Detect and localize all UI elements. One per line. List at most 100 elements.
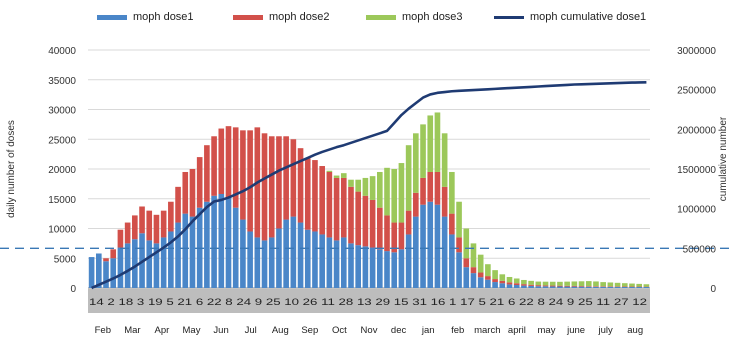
bar-moph-dose1 xyxy=(535,286,542,288)
bar-moph-dose2 xyxy=(413,192,419,217)
bar-moph-dose3 xyxy=(405,145,412,211)
month-label: Sep xyxy=(301,325,318,336)
month-label: march xyxy=(474,325,500,336)
left-tick-label: 25000 xyxy=(48,135,76,146)
bar-moph-dose3 xyxy=(434,112,441,172)
bar-moph-dose3 xyxy=(600,282,606,287)
bar-moph-dose3 xyxy=(456,201,462,238)
month-label: feb xyxy=(451,325,464,336)
bar-moph-dose2 xyxy=(506,282,513,285)
bar-moph-dose3 xyxy=(521,279,527,285)
month-label: Aug xyxy=(272,325,289,336)
bar-moph-dose1 xyxy=(240,219,246,288)
bar-moph-dose1 xyxy=(643,286,650,288)
bar-moph-dose1 xyxy=(499,283,506,288)
bar-moph-dose3 xyxy=(614,282,621,287)
bar-moph-dose3 xyxy=(427,115,434,172)
left-tick-label: 40000 xyxy=(48,46,76,57)
bar-moph-dose1 xyxy=(146,240,153,288)
bar-moph-dose1 xyxy=(232,207,239,288)
bar-moph-dose2 xyxy=(521,284,527,286)
bar-moph-dose2 xyxy=(362,195,369,247)
bar-moph-dose1 xyxy=(434,204,441,288)
left-tick-label: 15000 xyxy=(48,195,76,206)
month-label: may xyxy=(538,325,556,336)
chart-legend: moph dose1 moph dose2 moph dose3 moph cu… xyxy=(0,9,733,29)
bar-moph-dose1 xyxy=(261,240,268,288)
bar-moph-dose2 xyxy=(513,283,520,286)
bar-moph-dose1 xyxy=(614,286,621,288)
bar-moph-dose2 xyxy=(600,286,606,287)
bar-moph-dose2 xyxy=(168,201,174,232)
left-tick-label: 30000 xyxy=(48,106,76,117)
bar-moph-dose1 xyxy=(485,279,491,288)
bar-moph-dose1 xyxy=(456,252,462,288)
bar-moph-dose2 xyxy=(449,213,455,235)
bar-moph-dose1 xyxy=(340,237,347,288)
bar-moph-dose2 xyxy=(160,210,167,238)
right-tick-label: 2500000 xyxy=(677,86,716,97)
bar-moph-dose1 xyxy=(427,201,434,288)
bar-moph-dose1 xyxy=(247,231,253,288)
month-label: Feb xyxy=(95,325,111,336)
bar-moph-dose2 xyxy=(398,222,405,250)
legend-label-dose2: moph dose2 xyxy=(269,11,330,23)
bar-moph-dose2 xyxy=(593,286,599,287)
legend-label-dose1: moph dose1 xyxy=(133,11,194,23)
bar-moph-dose1 xyxy=(593,286,599,288)
bar-moph-dose2 xyxy=(124,222,131,244)
bar-moph-dose2 xyxy=(297,148,304,223)
bar-moph-dose3 xyxy=(607,282,614,287)
bar-moph-dose1 xyxy=(132,239,138,288)
month-label: jan xyxy=(421,325,435,336)
bar-moph-dose2 xyxy=(196,157,203,208)
bar-moph-dose3 xyxy=(542,281,549,286)
bar-moph-dose2 xyxy=(549,285,556,287)
bar-moph-dose2 xyxy=(261,133,268,241)
bar-moph-dose2 xyxy=(571,285,578,287)
right-tick-label: 0 xyxy=(710,284,716,295)
legend-swatch-dose2 xyxy=(233,15,263,20)
bar-moph-dose1 xyxy=(355,245,361,288)
bar-moph-dose2 xyxy=(225,126,232,198)
month-label: Oct xyxy=(332,325,347,336)
month-label: aug xyxy=(627,325,643,336)
bar-moph-dose1 xyxy=(621,286,628,288)
bar-moph-dose2 xyxy=(232,127,239,208)
bar-moph-dose1 xyxy=(168,231,174,288)
right-tick-label: 500000 xyxy=(683,244,717,255)
bar-moph-dose1 xyxy=(96,253,102,288)
bar-moph-dose3 xyxy=(492,270,498,280)
bar-moph-dose1 xyxy=(549,286,556,288)
left-tick-label: 10000 xyxy=(48,225,76,236)
bar-moph-dose1 xyxy=(398,249,405,288)
bar-moph-dose3 xyxy=(621,283,628,287)
bar-moph-dose1 xyxy=(607,286,614,288)
y-axis-title-right: cumulative number xyxy=(718,116,729,201)
bar-moph-dose1 xyxy=(297,222,304,288)
bar-moph-dose2 xyxy=(477,272,484,278)
bar-moph-dose2 xyxy=(470,267,477,274)
bar-moph-dose1 xyxy=(283,219,289,288)
bar-moph-dose2 xyxy=(117,229,124,248)
bar-moph-dose2 xyxy=(384,215,390,252)
bar-moph-dose2 xyxy=(204,145,210,202)
bar-moph-dose3 xyxy=(377,171,383,208)
cumulative-line xyxy=(91,80,647,290)
bar-moph-dose3 xyxy=(557,281,563,286)
bar-moph-dose3 xyxy=(333,175,340,178)
bar-moph-dose1 xyxy=(384,251,390,288)
bar-moph-dose2 xyxy=(290,139,297,217)
bar-moph-dose1 xyxy=(326,237,333,288)
x-axis-band xyxy=(88,289,650,313)
month-label: Jun xyxy=(213,325,228,336)
bar-moph-dose3 xyxy=(535,281,542,286)
bar-moph-dose1 xyxy=(103,261,109,288)
bar-moph-dose2 xyxy=(578,286,585,287)
bar-moph-dose2 xyxy=(485,276,491,280)
bar-moph-dose3 xyxy=(528,280,534,285)
right-tick-label: 3000000 xyxy=(677,46,716,57)
bar-moph-dose1 xyxy=(420,204,426,288)
bar-moph-dose2 xyxy=(585,286,592,287)
